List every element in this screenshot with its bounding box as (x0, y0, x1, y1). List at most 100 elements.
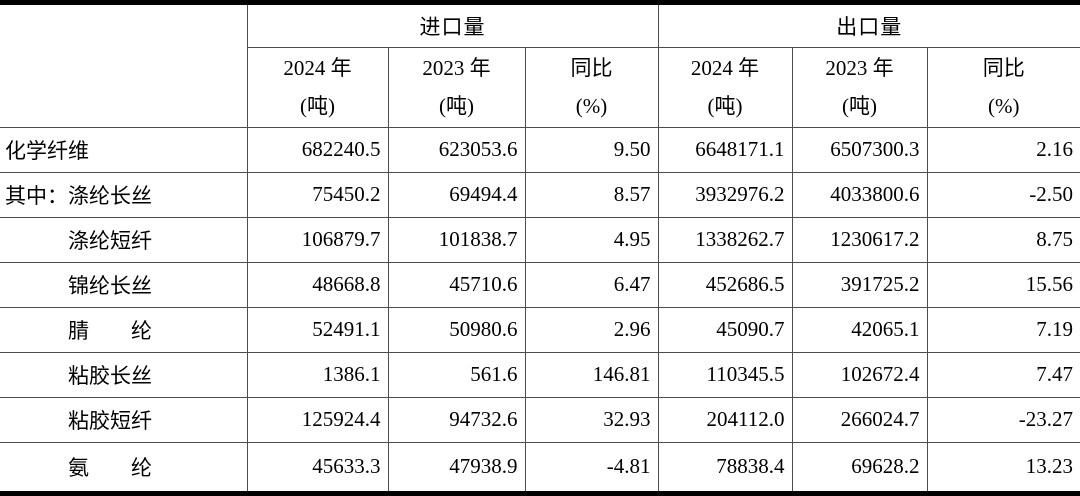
col-header-line2: (吨) (300, 94, 335, 118)
col-header-export-2023: 2023 年 (吨) (791, 46, 928, 128)
row-label-cell: 腈 纶 (0, 306, 248, 353)
table-cell: 4.95 (524, 216, 659, 263)
table-cell: 45633.3 (246, 441, 389, 491)
table-cell: 4033800.6 (791, 171, 928, 218)
table-cell: 45090.7 (657, 306, 793, 353)
table-cell: 102672.4 (791, 351, 928, 398)
table-cell: 125924.4 (246, 396, 389, 443)
table-cell: 2.16 (926, 126, 1080, 173)
table-cell: 78838.4 (657, 441, 793, 491)
table-cell: 1338262.7 (657, 216, 793, 263)
col-header-line1: 同比 (570, 56, 613, 80)
table-cell: -4.81 (524, 441, 659, 491)
col-header-line2: (%) (988, 94, 1020, 118)
col-header-line2: (%) (575, 94, 608, 118)
row-label-cell: 粘胶长丝 (0, 351, 248, 398)
table-cell: 452686.5 (657, 261, 793, 308)
table-cell: 561.6 (387, 351, 526, 398)
table-cell: 204112.0 (657, 396, 793, 443)
col-header-line2: (吨) (707, 94, 743, 118)
table-body: 化学纤维 682240.5 623053.6 9.50 6648171.1 65… (0, 126, 1080, 491)
col-header-import-yoy: 同比 (%) (524, 46, 659, 128)
table-row-chemical-fiber: 化学纤维 682240.5 623053.6 9.50 6648171.1 65… (0, 126, 1080, 173)
col-header-line1: 2024 年 (690, 56, 760, 80)
row-label: 化学纤维 (5, 138, 89, 163)
data-table: 进口量 出口量 2024 年 (吨) 2023 年 (吨) 同比 (%) (0, 5, 1080, 491)
table-row-polyester-staple: 涤纶短纤 106879.7 101838.7 4.95 1338262.7 12… (0, 216, 1080, 263)
table-cell: 75450.2 (246, 171, 389, 218)
col-header-export-2024: 2024 年 (吨) (657, 46, 793, 128)
row-label: 粘胶长丝 (68, 363, 152, 388)
row-label-cell: 锦纶长丝 (0, 261, 248, 308)
table-cell: 45710.6 (387, 261, 526, 308)
table-cell: -2.50 (926, 171, 1080, 218)
table-cell: 52491.1 (246, 306, 389, 353)
table-cell: 7.47 (926, 351, 1080, 398)
row-label: 涤纶长丝 (68, 183, 152, 208)
row-label-cell: 涤纶短纤 (0, 216, 248, 263)
row-label-cell: 其中：涤纶长丝 (0, 171, 248, 218)
col-header-import-2024: 2024 年 (吨) (247, 46, 389, 128)
table-cell: 623053.6 (387, 126, 526, 173)
table-cell: 7.19 (926, 306, 1080, 353)
table-cell: 1386.1 (246, 351, 389, 398)
header-group-row: 进口量 出口量 (0, 5, 1080, 128)
table-cell: 48668.8 (246, 261, 389, 308)
row-label: 粘胶短纤 (68, 408, 152, 433)
table-cell: 106879.7 (246, 216, 389, 263)
col-header-line2: (吨) (842, 94, 878, 118)
table-cell: 13.23 (926, 441, 1080, 491)
col-header-line1: 2023 年 (825, 56, 894, 80)
table-row-viscose-filament: 粘胶长丝 1386.1 561.6 146.81 110345.5 102672… (0, 351, 1080, 398)
row-label-cell: 化学纤维 (0, 126, 248, 173)
table-cell: -23.27 (926, 396, 1080, 443)
table-cell: 266024.7 (791, 396, 928, 443)
row-label: 涤纶短纤 (68, 228, 152, 253)
table-cell: 1230617.2 (791, 216, 928, 263)
table-cell: 3932976.2 (657, 171, 793, 218)
table-cell: 69494.4 (387, 171, 526, 218)
table-cell: 47938.9 (387, 441, 526, 491)
table-cell: 9.50 (524, 126, 659, 173)
table-cell: 101838.7 (387, 216, 526, 263)
table-cell: 69628.2 (791, 441, 928, 491)
table-cell: 8.75 (926, 216, 1080, 263)
table-cell: 8.57 (524, 171, 659, 218)
table-cell: 94732.6 (387, 396, 526, 443)
row-label-cell: 粘胶短纤 (0, 396, 248, 443)
row-label-prefix: 其中： (5, 183, 68, 208)
table-row-polyester-filament: 其中：涤纶长丝 75450.2 69494.4 8.57 3932976.2 4… (0, 171, 1080, 218)
col-header-line1: 2024 年 (283, 56, 352, 80)
table-cell: 15.56 (926, 261, 1080, 308)
table-cell: 32.93 (524, 396, 659, 443)
col-header-line1: 2023 年 (422, 56, 491, 80)
table-cell: 391725.2 (791, 261, 928, 308)
table-row-viscose-staple: 粘胶短纤 125924.4 94732.6 32.93 204112.0 266… (0, 396, 1080, 443)
table-cell: 6.47 (524, 261, 659, 308)
row-label: 腈 纶 (68, 318, 152, 343)
table-cell: 110345.5 (657, 351, 793, 398)
row-label: 锦纶长丝 (68, 273, 152, 298)
col-header-export-yoy: 同比 (%) (926, 46, 1080, 128)
group-header-import: 进口量 (246, 5, 659, 48)
table-cell: 682240.5 (246, 126, 389, 173)
table-cell: 6507300.3 (791, 126, 928, 173)
row-label-cell: 氨 纶 (0, 441, 248, 491)
row-label: 氨 纶 (68, 455, 152, 480)
header-sub-row: 2024 年 (吨) 2023 年 (吨) 同比 (%) 2024 年 (吨) (0, 46, 1080, 128)
table-cell: 6648171.1 (657, 126, 793, 173)
col-header-line2: (吨) (439, 94, 474, 118)
table-row-nylon-filament: 锦纶长丝 48668.8 45710.6 6.47 452686.5 39172… (0, 261, 1080, 308)
table-cell: 146.81 (524, 351, 659, 398)
table-header: 进口量 出口量 2024 年 (吨) 2023 年 (吨) 同比 (%) (0, 5, 1080, 128)
table-cell: 50980.6 (387, 306, 526, 353)
group-header-export: 出口量 (657, 5, 1080, 48)
table-row-acrylic: 腈 纶 52491.1 50980.6 2.96 45090.7 42065.1… (0, 306, 1080, 353)
col-header-line1: 同比 (982, 56, 1025, 80)
corner-cell (0, 5, 248, 128)
table-cell: 42065.1 (791, 306, 928, 353)
table-cell: 2.96 (524, 306, 659, 353)
col-header-import-2023: 2023 年 (吨) (387, 46, 526, 128)
